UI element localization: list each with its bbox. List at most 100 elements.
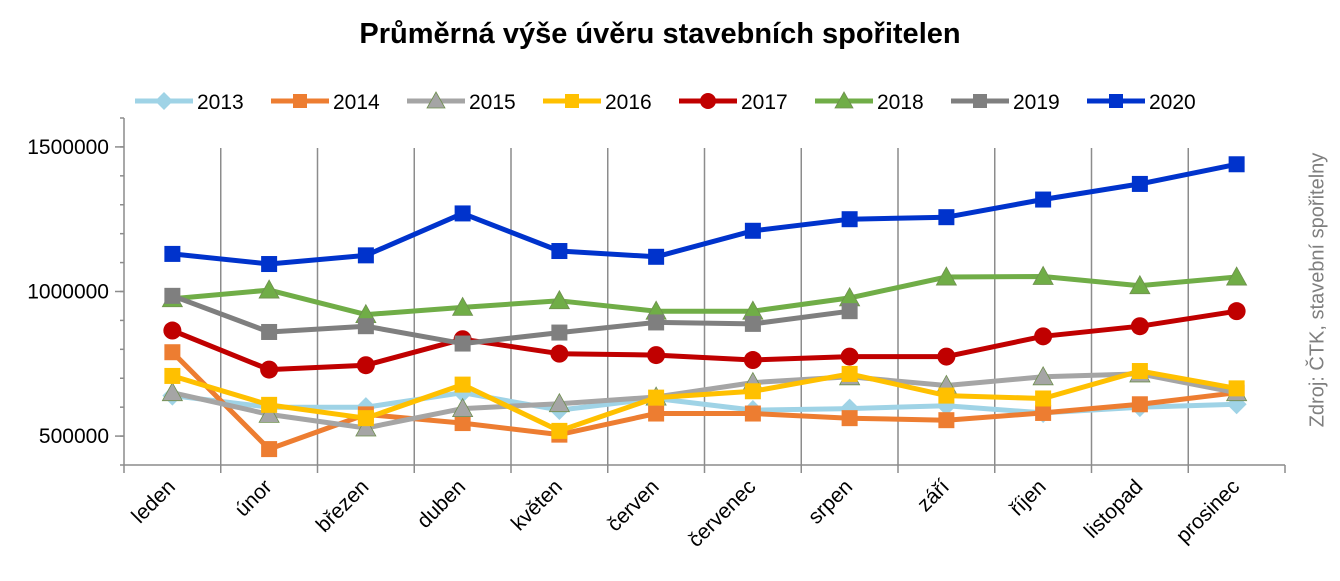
data-point-2018 <box>451 296 474 316</box>
data-point-2020 <box>1228 156 1245 173</box>
x-tick-label: květen <box>507 475 567 535</box>
data-point-2016 <box>1131 363 1148 380</box>
data-point-2016 <box>357 410 374 427</box>
data-point-2020 <box>454 205 471 222</box>
legend-marker-2013 <box>155 92 173 110</box>
data-point-2014 <box>938 412 955 429</box>
data-point-2014 <box>841 410 858 427</box>
data-point-2016 <box>744 383 761 400</box>
data-point-2020 <box>1131 175 1148 192</box>
data-point-2019 <box>648 314 665 331</box>
data-point-2014 <box>261 441 278 458</box>
data-point-2016 <box>261 396 278 413</box>
data-point-2018 <box>1129 274 1151 295</box>
x-tick-label: leden <box>127 475 180 528</box>
legend-marker-2020 <box>1109 94 1123 108</box>
data-point-2016 <box>1035 390 1052 407</box>
data-point-2020 <box>1035 191 1052 208</box>
data-point-2015 <box>1032 365 1054 386</box>
data-point-2015 <box>161 381 184 402</box>
data-point-2017 <box>1227 302 1246 321</box>
data-point-2016 <box>1228 380 1245 397</box>
data-point-2014 <box>1131 396 1148 413</box>
data-point-2017 <box>1130 317 1149 336</box>
x-tick-label: březen <box>312 475 374 537</box>
data-point-2014 <box>1035 404 1052 421</box>
y-tick-label: 1500000 <box>27 136 109 159</box>
data-point-2020 <box>261 256 278 273</box>
data-point-2017 <box>743 351 762 370</box>
data-point-2018 <box>258 279 280 299</box>
data-point-2017 <box>260 360 279 379</box>
data-point-2016 <box>164 367 181 384</box>
data-point-2019 <box>744 315 761 332</box>
legend-label-2015: 2015 <box>469 91 516 114</box>
series-line-2016 <box>171 368 1238 434</box>
data-point-2015 <box>258 403 280 423</box>
y-tick-label: 500000 <box>39 425 109 448</box>
data-point-2018 <box>548 289 571 310</box>
series-line-2018 <box>172 274 1237 318</box>
x-tick-label: září <box>913 475 954 516</box>
data-point-2019 <box>357 318 374 335</box>
data-point-2019 <box>551 324 568 341</box>
data-point-2019 <box>261 323 278 340</box>
legend-label-2018: 2018 <box>877 91 924 114</box>
x-tick-label: říjen <box>1006 475 1051 520</box>
legend-marker-2015 <box>426 91 446 109</box>
series-line-2015 <box>171 371 1238 431</box>
x-tick-label: červen <box>603 475 664 536</box>
data-point-2016 <box>648 389 665 406</box>
data-point-2020 <box>841 211 858 228</box>
series-line-2017 <box>171 308 1237 373</box>
data-point-2020 <box>744 222 761 239</box>
x-tick-label: srpen <box>804 475 857 528</box>
data-point-2019 <box>841 303 858 320</box>
legend-marker-2016 <box>565 94 579 108</box>
legend-label-2017: 2017 <box>741 91 788 114</box>
data-point-2018 <box>1032 265 1054 285</box>
legend-label-2020: 2020 <box>1149 91 1196 114</box>
data-point-2017 <box>840 347 859 366</box>
data-point-2014 <box>164 344 181 361</box>
x-tick-label: prosinec <box>1172 475 1244 547</box>
series-line-2014 <box>170 350 1237 452</box>
legend-marker-2017 <box>700 93 716 109</box>
source-note: Zdroj: ČTK, stavební spořitelny <box>1306 152 1329 428</box>
x-tick-label: červenec <box>684 475 761 552</box>
data-point-2019 <box>164 287 181 304</box>
y-tick-label: 1000000 <box>27 281 109 304</box>
legend-marker-2014 <box>293 94 307 108</box>
data-point-2016 <box>841 365 858 382</box>
data-point-2018 <box>1225 266 1248 286</box>
x-tick-label: listopad <box>1080 475 1147 542</box>
x-tick-label: únor <box>231 475 277 521</box>
data-point-2020 <box>357 247 374 264</box>
data-point-2017 <box>163 321 182 340</box>
data-point-2016 <box>454 376 471 393</box>
series-line-2020 <box>172 161 1238 267</box>
x-tick-label: duben <box>413 475 471 533</box>
legend-label-2016: 2016 <box>605 91 652 114</box>
legend-label-2019: 2019 <box>1013 91 1060 114</box>
data-point-2019 <box>454 335 471 352</box>
data-point-2020 <box>938 209 955 226</box>
data-point-2015 <box>548 392 571 413</box>
data-point-2018 <box>935 266 958 286</box>
data-point-2020 <box>164 245 181 262</box>
data-point-2017 <box>1034 327 1053 346</box>
data-point-2020 <box>551 243 568 260</box>
legend-marker-2018 <box>834 91 854 109</box>
data-point-2014 <box>648 405 665 422</box>
legend-label-2014: 2014 <box>333 91 380 114</box>
series-line-2019 <box>171 293 850 347</box>
data-point-2017 <box>937 347 956 366</box>
data-point-2014 <box>744 405 761 422</box>
data-point-2017 <box>356 356 375 375</box>
data-point-2015 <box>451 397 474 418</box>
data-point-2017 <box>550 344 569 363</box>
data-point-2015 <box>355 417 377 437</box>
chart-title: Průměrná výše úvěru stavebních spořitele… <box>359 18 961 50</box>
data-point-2020 <box>648 248 665 265</box>
